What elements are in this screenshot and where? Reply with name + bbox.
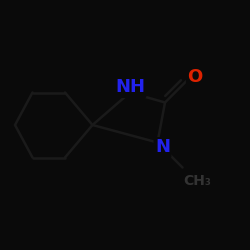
Text: O: O (188, 68, 202, 86)
Text: NH: NH (115, 78, 145, 96)
Text: CH₃: CH₃ (184, 174, 212, 188)
Text: N: N (155, 138, 170, 156)
